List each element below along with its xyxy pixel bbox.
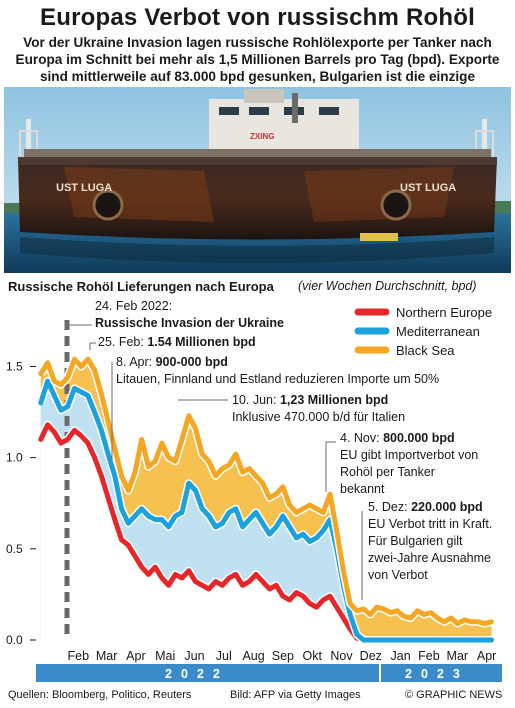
annotation-nov4-line1: EU gibt Importverbot von <box>340 448 478 462</box>
x-month-label: Nov <box>330 649 353 663</box>
chart-title: Russische Rohöl Lieferungen nach Europa <box>8 279 274 294</box>
chart-subtitle: (vier Wochen Durchschnitt, bpd) <box>298 279 477 293</box>
y-tick-label: 1.5 <box>6 359 23 373</box>
ship-name-left: UST LUGA <box>56 182 112 194</box>
ship-name-right: UST LUGA <box>400 182 456 194</box>
x-month-label: Mar <box>447 649 469 663</box>
x-month-label: Jan <box>391 649 411 663</box>
legend: Northern Europe Mediterranean Black Sea <box>354 305 492 358</box>
annotation-nov4-line2: Rohöl per Tanker <box>340 465 435 479</box>
annotation-dec5-line2: Für Bulgarien gilt <box>368 534 463 548</box>
x-month-label: Mai <box>155 649 175 663</box>
year-label-2023: 2023 <box>405 667 469 681</box>
y-tick-label: 1.0 <box>6 451 23 465</box>
legend-label-black-sea: Black Sea <box>396 343 455 358</box>
x-month-label: Aug <box>242 649 264 663</box>
x-month-label: Okt <box>302 649 322 663</box>
annotation-feb25: 25. Feb: 1.54 Millionen bpd <box>98 335 256 349</box>
legend-label-northern-europe: Northern Europe <box>396 305 492 320</box>
x-month-label: Feb <box>418 649 440 663</box>
x-month-label: Jul <box>216 649 232 663</box>
y-tick-label: 0.0 <box>6 633 23 647</box>
x-month-label: Mar <box>96 649 118 663</box>
legend-label-mediterranean: Mediterranean <box>396 324 480 339</box>
y-tick-label: 0.5 <box>6 542 23 556</box>
chart: 0.0 0.5 1.0 1.5 24. Feb 2022: Russische Inv… <box>6 299 502 682</box>
series-line-mediterranean <box>38 378 494 643</box>
annotation-dec5-line3: zwei-Jahre Ausnahme <box>368 551 491 565</box>
annotation-jun10: 10. Jun: 1,23 Millionen bpd <box>232 393 388 407</box>
invasion-desc-label: Russische Invasion der Ukraine <box>95 316 284 330</box>
footer-sources: Quellen: Bloomberg, Politico, Reuters <box>8 689 192 701</box>
annotation-dec5-line1: EU Verbot tritt in Kraft. <box>368 517 492 531</box>
page-title: Europas Verbot von russischm Rohöl <box>40 4 475 31</box>
footer-photo-credit: Bild: AFP via Getty Images <box>230 689 361 701</box>
year-label-2022: 2022 <box>165 667 229 681</box>
footer-copyright: © GRAPHIC NEWS <box>405 689 503 701</box>
ship-brand: ZXING <box>250 132 274 141</box>
annotation-nov4: 4. Nov: 800.000 bpd <box>340 431 455 445</box>
series-line-black-sea <box>38 356 494 627</box>
annotation-nov4-line3: bekannt <box>340 482 385 496</box>
x-month-label: Feb <box>68 649 90 663</box>
invasion-date-label: 24. Feb 2022: <box>95 299 172 313</box>
x-month-label: Jun <box>184 649 204 663</box>
annotation-apr8-note: Litauen, Finnland und Estland reduzieren… <box>116 372 439 386</box>
tanker-photo: UST LUGA UST LUGA ZXING <box>4 87 511 273</box>
annotation-jun10-note: Inklusive 470.000 b/d für Italien <box>232 410 405 424</box>
annotation-dec5: 5. Dez: 220.000 bpd <box>368 500 483 514</box>
year-bar <box>36 664 502 682</box>
area-northern-europe <box>40 424 492 640</box>
annotation-dec5-line4: von Verbot <box>368 568 428 582</box>
annotation-apr8: 8. Apr: 900-000 bpd <box>116 355 228 369</box>
x-month-label: Dez <box>360 649 382 663</box>
x-month-label: Apr <box>126 649 145 663</box>
x-month-label: Apr <box>477 649 496 663</box>
x-month-label: Sep <box>272 649 294 663</box>
